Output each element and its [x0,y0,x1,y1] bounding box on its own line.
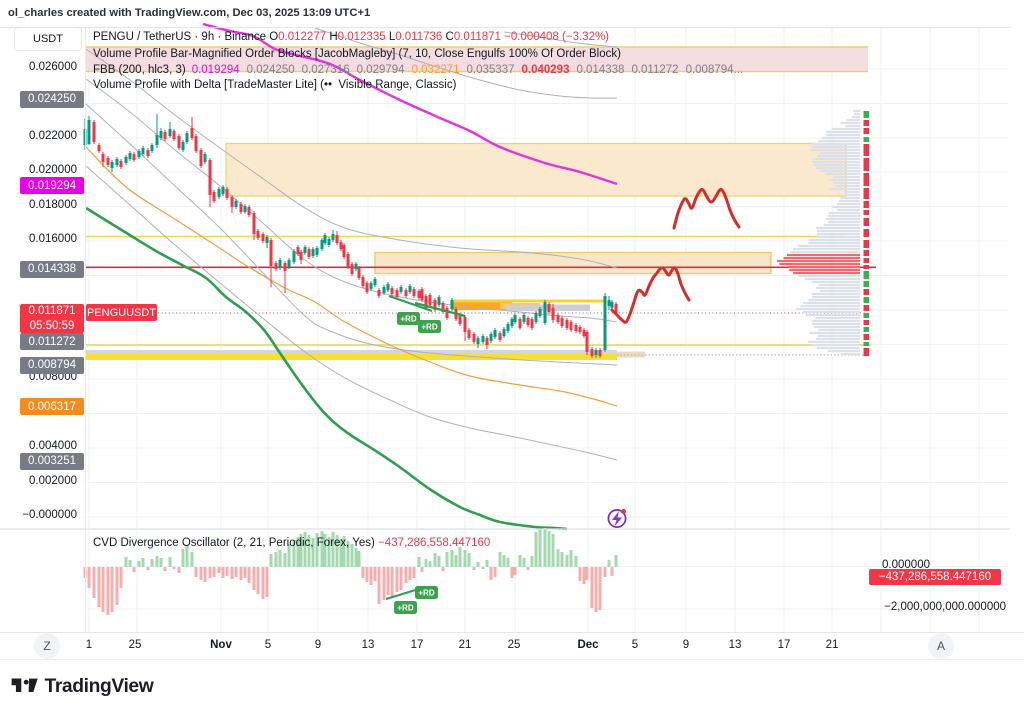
svg-text:+RD: +RD [397,604,413,613]
svg-text:TradingView: TradingView [45,676,155,697]
svg-text:+RD: +RD [400,315,416,324]
svg-text:+RD: +RD [418,589,434,598]
svg-text:+RD: +RD [421,323,437,332]
